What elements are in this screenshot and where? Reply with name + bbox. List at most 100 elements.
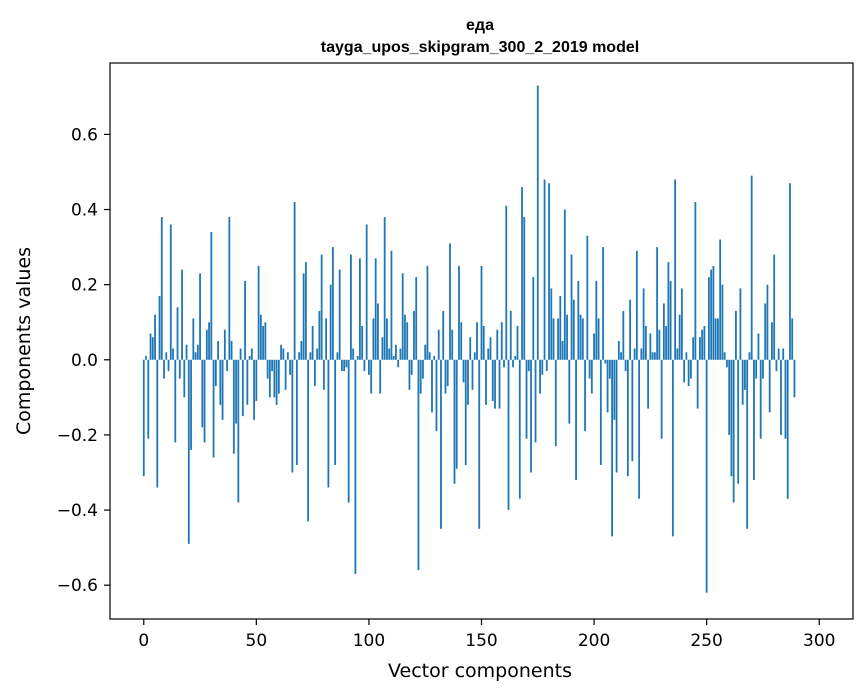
bar: [649, 333, 652, 360]
bar: [539, 359, 541, 394]
bar: [717, 318, 719, 360]
bar: [257, 265, 260, 360]
bar: [737, 359, 740, 484]
bar: [426, 265, 429, 360]
bar: [699, 337, 701, 360]
bar: [365, 224, 368, 360]
y-tick-label: 0.0: [71, 351, 98, 371]
bar: [154, 314, 156, 360]
bar: [381, 337, 384, 360]
bar: [368, 359, 370, 375]
bar: [347, 359, 350, 503]
x-axis: 0 50 100 150 200 250 300: [138, 619, 835, 651]
bar: [352, 348, 355, 360]
bar: [701, 329, 704, 360]
bar: [410, 359, 413, 375]
bar: [676, 348, 679, 360]
bar: [471, 359, 474, 390]
bar: [390, 250, 393, 360]
bar: [284, 359, 287, 390]
bar: [246, 359, 249, 405]
bar: [543, 179, 546, 360]
bar: [613, 359, 616, 420]
bar: [507, 359, 510, 511]
bar: [753, 359, 755, 480]
bar: [611, 359, 613, 537]
bar: [593, 333, 595, 360]
chart-subtitle: tayga_upos_skipgram_300_2_2019 model: [321, 39, 639, 56]
bar: [766, 284, 769, 360]
bar: [282, 348, 285, 360]
bar: [230, 341, 233, 360]
bar: [665, 325, 668, 360]
bar: [442, 310, 445, 360]
bar: [485, 359, 487, 405]
bar: [327, 359, 330, 488]
bar: [395, 344, 397, 360]
bar: [205, 329, 208, 360]
bar: [694, 202, 697, 360]
bar: [336, 352, 339, 360]
bar: [644, 325, 647, 360]
bar: [406, 322, 409, 360]
bar: [334, 359, 337, 465]
bar: [624, 359, 627, 372]
bar: [325, 318, 328, 360]
y-tick-label: −0.2: [57, 426, 98, 446]
bar: [192, 318, 195, 360]
bar: [478, 359, 481, 529]
bar: [642, 288, 645, 360]
bar: [307, 359, 310, 522]
bar: [239, 348, 242, 360]
bar: [203, 359, 206, 443]
bar: [629, 299, 631, 360]
bar: [518, 359, 521, 499]
bar: [404, 314, 406, 360]
bar: [732, 359, 735, 503]
bar: [512, 359, 514, 368]
bar: [635, 250, 638, 360]
bar: [793, 359, 796, 398]
y-tick-label: −0.4: [57, 501, 98, 521]
bar: [599, 359, 602, 465]
bar: [658, 329, 661, 360]
bar: [696, 359, 699, 409]
bar: [557, 318, 559, 360]
bar: [345, 359, 348, 368]
bar: [525, 359, 528, 439]
bar: [620, 352, 622, 360]
bar: [527, 359, 530, 372]
bar: [277, 359, 280, 394]
bar: [757, 333, 760, 360]
bar: [359, 258, 361, 360]
bar: [545, 359, 548, 372]
bar: [683, 359, 686, 383]
bar: [386, 318, 388, 360]
bar: [313, 359, 316, 387]
bar: [311, 325, 314, 360]
bar: [361, 325, 364, 360]
bar: [221, 359, 224, 420]
bar: [496, 329, 499, 360]
bar: [719, 239, 722, 360]
bar: [464, 359, 467, 465]
bar: [169, 224, 172, 360]
bar: [248, 356, 251, 360]
bar: [647, 359, 650, 409]
bar: [415, 277, 418, 360]
bar: [786, 359, 789, 499]
bar: [532, 277, 535, 360]
x-tick-label: 300: [803, 631, 835, 651]
bar: [762, 359, 764, 379]
x-tick-label: 200: [578, 631, 610, 651]
bar: [142, 359, 145, 477]
bar: [422, 359, 424, 379]
bar: [271, 359, 274, 372]
bar: [163, 359, 165, 379]
bar: [577, 280, 580, 360]
bar: [259, 314, 262, 360]
bar: [789, 183, 791, 360]
bar: [176, 307, 179, 360]
bar: [397, 359, 400, 368]
bar: [602, 247, 604, 360]
